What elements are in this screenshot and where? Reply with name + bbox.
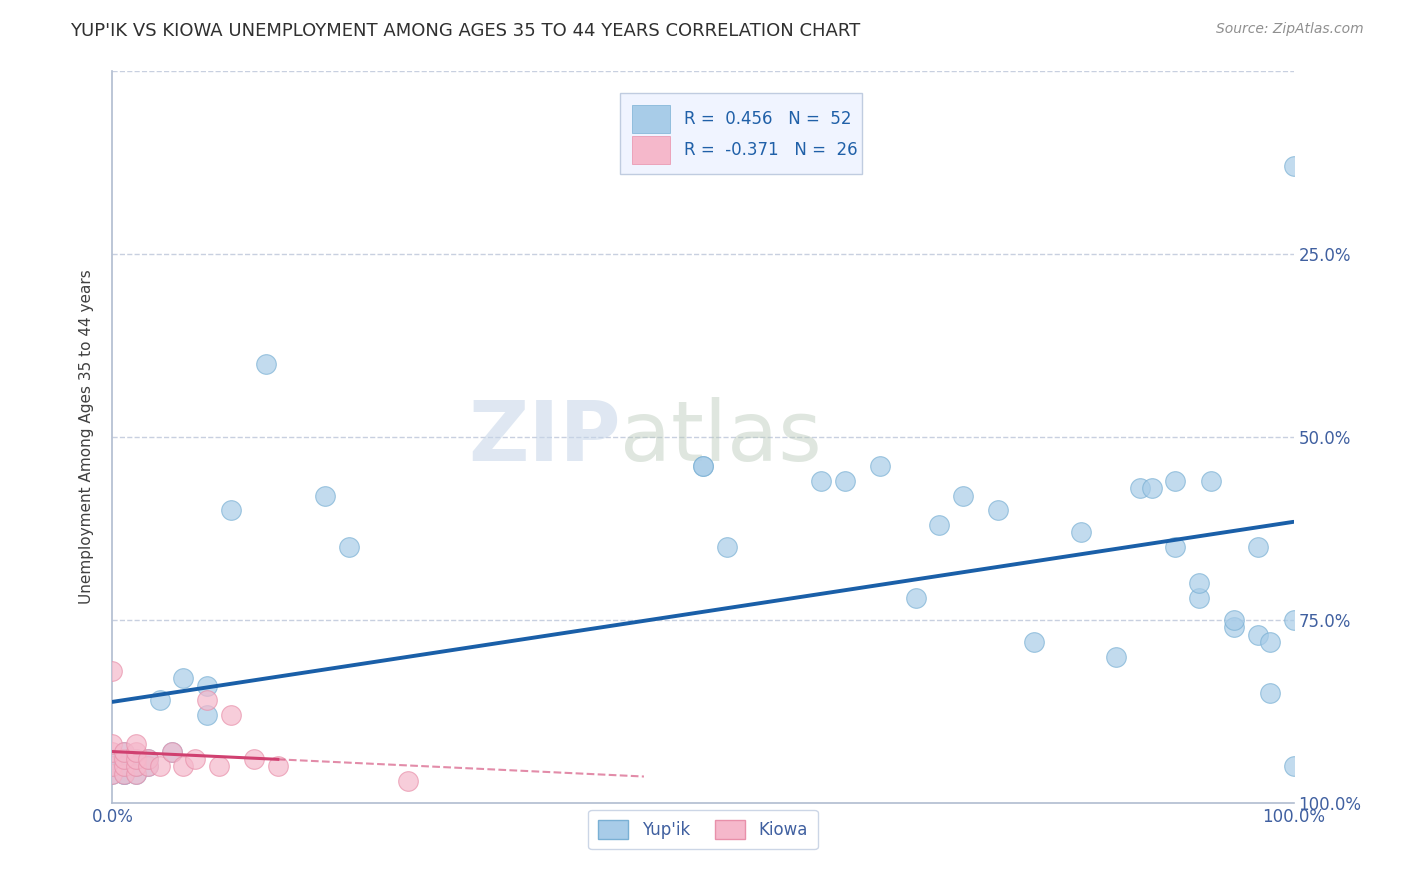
Text: R =  0.456   N =  52: R = 0.456 N = 52 [685,110,852,128]
Point [928,517,950,532]
Point [125,766,148,780]
FancyBboxPatch shape [633,136,669,163]
Point [112,759,135,773]
Point [172,759,194,773]
Y-axis label: Unemployment Among Ages 35 to 44 years: Unemployment Among Ages 35 to 44 years [79,269,94,605]
Point [337,540,360,554]
Point [112,745,135,759]
Point [810,474,832,488]
Point [184,752,207,766]
Point [112,766,135,780]
Point [952,489,974,503]
Point [1188,576,1211,591]
Point [1164,540,1187,554]
Point [1105,649,1128,664]
Point [136,759,159,773]
Point [125,759,148,773]
Point [1282,613,1305,627]
Point [834,474,856,488]
Point [136,752,159,766]
Point [101,752,124,766]
Point [136,759,159,773]
Point [112,752,135,766]
Point [1247,540,1270,554]
Point [1129,481,1152,495]
Point [692,459,714,474]
Point [1223,613,1246,627]
Point [243,752,266,766]
Point [125,752,148,766]
Point [1188,591,1211,605]
Point [1247,627,1270,641]
Point [1022,635,1045,649]
Legend: Yup'ik, Kiowa: Yup'ik, Kiowa [588,810,818,849]
Text: R =  -0.371   N =  26: R = -0.371 N = 26 [685,141,858,159]
Point [1140,481,1163,495]
Point [125,759,148,773]
Point [254,357,277,371]
Point [869,459,891,474]
Point [101,745,124,759]
Text: Source: ZipAtlas.com: Source: ZipAtlas.com [1216,22,1364,37]
Point [1070,525,1092,540]
Point [136,752,159,766]
Point [314,489,336,503]
Point [101,664,124,678]
Point [195,693,218,707]
Point [149,759,172,773]
Point [396,773,419,788]
Point [1164,474,1187,488]
Point [125,766,148,780]
Point [101,759,124,773]
Point [692,459,714,474]
Point [987,503,1010,517]
Point [125,737,148,751]
Point [716,540,738,554]
Point [219,503,242,517]
Point [208,759,231,773]
Text: atlas: atlas [620,397,823,477]
Point [101,766,124,780]
Point [1258,635,1281,649]
Point [112,745,135,759]
Point [1282,160,1305,174]
Point [125,745,148,759]
Point [1282,759,1305,773]
Text: ZIP: ZIP [468,397,620,477]
Point [195,708,218,723]
Point [1199,474,1222,488]
Text: YUP'IK VS KIOWA UNEMPLOYMENT AMONG AGES 35 TO 44 YEARS CORRELATION CHART: YUP'IK VS KIOWA UNEMPLOYMENT AMONG AGES … [70,22,860,40]
Point [101,759,124,773]
Point [112,766,135,780]
FancyBboxPatch shape [620,94,862,174]
Point [1223,620,1246,634]
Point [101,737,124,751]
Point [125,759,148,773]
Point [149,693,172,707]
Point [112,752,135,766]
Point [112,759,135,773]
Point [125,752,148,766]
Point [1258,686,1281,700]
Point [172,672,194,686]
Point [160,745,183,759]
FancyBboxPatch shape [633,105,669,133]
Point [195,679,218,693]
Point [101,766,124,780]
Point [160,745,183,759]
Point [904,591,927,605]
Point [112,766,135,780]
Point [267,759,290,773]
Point [219,708,242,723]
